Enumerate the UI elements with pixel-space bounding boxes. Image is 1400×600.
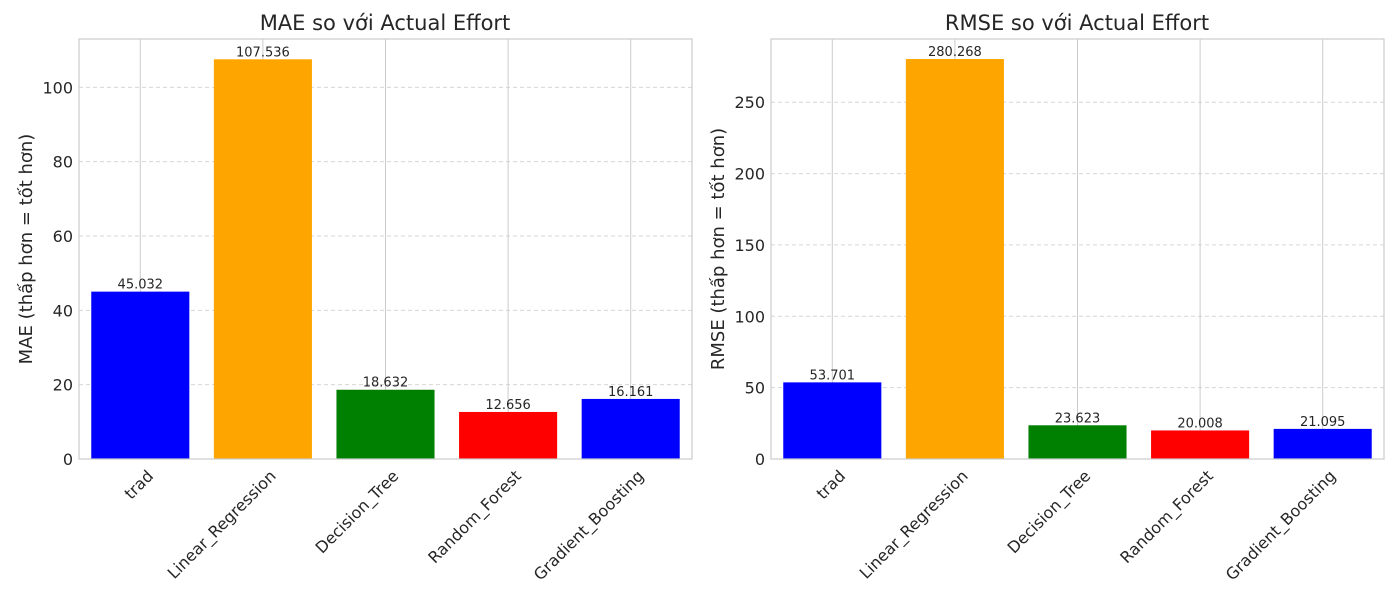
data-label: 53.701 <box>810 368 856 383</box>
chart-title: RMSE so với Actual Effort <box>945 11 1209 35</box>
y-tick-label: 0 <box>755 450 765 469</box>
x-tick-label: Gradient_Boosting <box>1222 466 1340 584</box>
x-tick-label: trad <box>120 466 157 503</box>
plot-frame <box>78 38 693 460</box>
mae-chart: MAE so với Actual Effort MAE (thấp hơn =… <box>16 11 693 585</box>
y-tick-label: 200 <box>734 165 765 184</box>
x-tick-label: Gradient_Boosting <box>530 466 648 584</box>
data-label: 20.008 <box>1177 416 1223 431</box>
bar <box>1028 425 1127 459</box>
data-label: 45.032 <box>118 278 164 293</box>
bar <box>581 398 680 459</box>
y-tick-label: 50 <box>745 379 765 398</box>
y-tick-label: 100 <box>734 307 765 326</box>
x-tick-label: trad <box>812 466 849 503</box>
chart-title: MAE so với Actual Effort <box>260 11 511 35</box>
bar <box>459 411 558 459</box>
bar <box>905 59 1004 460</box>
plot-frame <box>770 38 1385 460</box>
bar <box>1273 428 1372 459</box>
y-tick-label: 80 <box>53 153 73 172</box>
rmse-chart: RMSE so với Actual Effort RMSE (thấp hơn… <box>708 11 1385 585</box>
data-label: 21.095 <box>1300 415 1346 430</box>
data-label: 23.623 <box>1055 411 1101 426</box>
y-axis-label: RMSE (thấp hơn = tốt hơn) <box>708 128 729 370</box>
x-tick-label: Decision_Tree <box>1003 466 1095 558</box>
data-label: 18.632 <box>363 376 409 391</box>
bar <box>783 382 882 459</box>
y-axis-label: MAE (thấp hơn = tốt hơn) <box>16 134 37 365</box>
bar <box>1151 430 1250 459</box>
y-tick-label: 0 <box>63 450 73 469</box>
y-tick-label: 150 <box>734 236 765 255</box>
bar <box>91 291 190 459</box>
data-label: 280.268 <box>928 45 982 60</box>
x-tick-label: Linear_Regression <box>164 466 281 583</box>
data-label: 12.656 <box>485 398 531 413</box>
bar <box>336 389 435 459</box>
data-label: 16.161 <box>608 385 654 400</box>
x-tick-label: Linear_Regression <box>856 466 973 583</box>
data-label: 107.536 <box>236 45 290 60</box>
x-tick-label: Random_Forest <box>424 466 525 567</box>
x-tick-label: Decision_Tree <box>311 466 403 558</box>
y-tick-label: 100 <box>42 78 73 97</box>
y-tick-label: 250 <box>734 93 765 112</box>
y-tick-label: 40 <box>53 301 73 320</box>
y-tick-label: 20 <box>53 376 73 395</box>
y-tick-label: 60 <box>53 227 73 246</box>
bar <box>213 59 312 459</box>
x-tick-label: Random_Forest <box>1116 466 1217 567</box>
